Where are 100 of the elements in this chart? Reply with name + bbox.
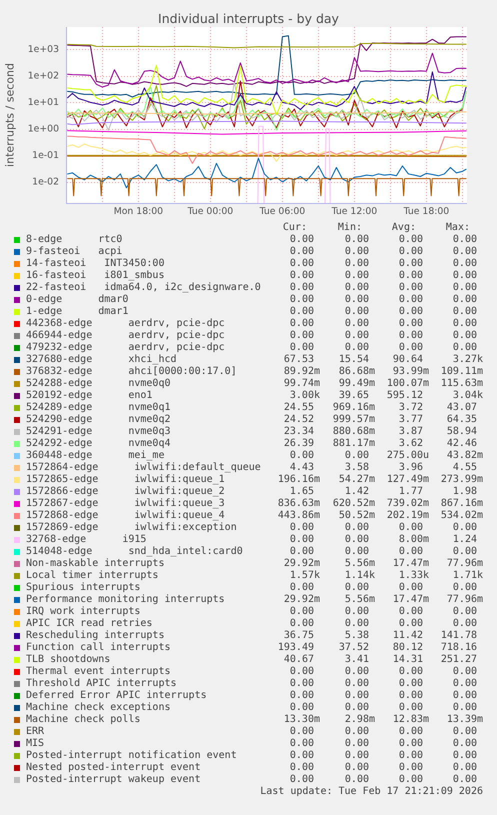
text: 0.00 bbox=[398, 666, 423, 678]
text: 24.55 bbox=[284, 402, 314, 414]
text: 5.56m bbox=[344, 558, 375, 570]
x-tick-label: Tue 06:00 bbox=[258, 206, 306, 217]
text: 89.92m bbox=[284, 366, 320, 378]
legend-label: 0-edge dmar0 bbox=[26, 294, 128, 306]
text: 1.98 bbox=[452, 486, 477, 498]
text: 1.33k bbox=[398, 570, 429, 582]
text: 836.63m bbox=[278, 498, 320, 510]
text: 0.00 bbox=[398, 258, 423, 270]
text: 0.00 bbox=[290, 450, 314, 462]
text: 3.00k bbox=[290, 390, 320, 402]
text: 0.00 bbox=[344, 702, 369, 714]
legend-label: 524288-edge nvme0q0 bbox=[26, 378, 170, 390]
legend-label: 1572864-edge iwlwifi:default_queue bbox=[26, 462, 261, 474]
text: 0.00 bbox=[344, 690, 369, 702]
text: 0.00 bbox=[398, 270, 423, 282]
text: 0.00 bbox=[398, 678, 423, 690]
text: 0.00 bbox=[344, 342, 369, 354]
text: 99.74m bbox=[284, 378, 320, 390]
text: 0.00 bbox=[290, 342, 314, 354]
text: 0.00 bbox=[344, 534, 369, 546]
text: Cur: bbox=[282, 222, 307, 234]
legend-label: 514048-edge snd_hda_intel:card0 bbox=[26, 546, 243, 558]
text: 620.52m bbox=[332, 498, 375, 510]
text: 8.00m bbox=[398, 534, 429, 546]
text: 1.77 bbox=[398, 486, 423, 498]
y-tick-label: 1e+03 bbox=[28, 44, 60, 55]
text: 1.65 bbox=[290, 486, 314, 498]
text: 0.00 bbox=[452, 318, 477, 330]
text: 100.07m bbox=[386, 378, 429, 390]
legend-label: 22-fasteoi idma64.0, i2c_designware.0 bbox=[26, 282, 261, 294]
legend-label: 1572865-edge iwlwifi:queue_1 bbox=[26, 474, 225, 486]
legend-label: 442368-edge aerdrv, pcie-dpc bbox=[26, 318, 225, 330]
text: 739.02m bbox=[386, 498, 429, 510]
text: 93.99m bbox=[392, 366, 429, 378]
text: 0.00 bbox=[398, 294, 423, 306]
legend-label: 466944-edge aerdrv, pcie-dpc bbox=[26, 330, 225, 342]
text: 2.98m bbox=[344, 714, 375, 726]
text: 0.00 bbox=[344, 618, 369, 630]
text: 0.00 bbox=[344, 318, 369, 330]
text: 0.00 bbox=[398, 234, 423, 246]
text: 0.00 bbox=[398, 762, 423, 774]
text: 3.77 bbox=[398, 414, 423, 426]
text: 0.00 bbox=[398, 690, 423, 702]
text: 26.39 bbox=[284, 438, 314, 450]
text: 1.57k bbox=[290, 570, 320, 582]
text: 0.00 bbox=[344, 282, 369, 294]
text: 1.14k bbox=[344, 570, 375, 582]
text: 0.00 bbox=[398, 606, 423, 618]
text: 3.72 bbox=[398, 402, 423, 414]
text: 0.00 bbox=[452, 330, 477, 342]
text: 718.16 bbox=[440, 642, 477, 654]
legend-label: Nested posted-interrupt event bbox=[26, 762, 201, 774]
text: 4.55 bbox=[452, 462, 477, 474]
text: 77.96m bbox=[446, 558, 483, 570]
text: 0.00 bbox=[290, 618, 314, 630]
text: 1.71k bbox=[452, 570, 483, 582]
text: 0.00 bbox=[398, 282, 423, 294]
text: 3.27k bbox=[452, 354, 483, 366]
text: 0.00 bbox=[290, 666, 314, 678]
legend-label: Machine check exceptions bbox=[26, 702, 170, 714]
text: 13.39m bbox=[446, 714, 483, 726]
text: 1.42 bbox=[344, 486, 369, 498]
text: 0.00 bbox=[398, 318, 423, 330]
text: 0.00 bbox=[344, 306, 369, 318]
text: 0.00 bbox=[452, 234, 477, 246]
text: 14.31 bbox=[392, 654, 423, 666]
text: 0.00 bbox=[290, 330, 314, 342]
text: 39.65 bbox=[338, 390, 369, 402]
legend-label: Function call interrupts bbox=[26, 642, 170, 654]
text: 0.00 bbox=[290, 294, 314, 306]
legend-label: Spurious interrupts bbox=[26, 582, 140, 594]
text: 196.16m bbox=[278, 474, 320, 486]
text: 881.17m bbox=[332, 438, 375, 450]
text: 3.87 bbox=[398, 426, 423, 438]
legend-label: 1572866-edge iwlwifi:queue_2 bbox=[26, 486, 225, 498]
text: 0.00 bbox=[452, 678, 477, 690]
text: 0.00 bbox=[290, 606, 314, 618]
text: 0.00 bbox=[344, 750, 369, 762]
text: 115.63m bbox=[440, 378, 483, 390]
text: 0.00 bbox=[452, 702, 477, 714]
text: 0.00 bbox=[452, 750, 477, 762]
legend-label: Performance monitoring interrupts bbox=[26, 594, 225, 606]
text: 193.49 bbox=[278, 642, 314, 654]
text: 0.00 bbox=[452, 762, 477, 774]
text: 0.00 bbox=[290, 702, 314, 714]
text: 0.00 bbox=[344, 582, 369, 594]
text: 0.00 bbox=[290, 318, 314, 330]
text: 0.00 bbox=[398, 522, 423, 534]
text: 275.00u bbox=[386, 450, 429, 462]
text: 0.00 bbox=[452, 618, 477, 630]
text: 37.52 bbox=[338, 642, 369, 654]
legend-label: Deferred Error APIC interrupts bbox=[26, 690, 207, 702]
text: 0.00 bbox=[290, 690, 314, 702]
text: 0.00 bbox=[398, 726, 423, 738]
legend-label: 524292-edge nvme0q4 bbox=[26, 438, 170, 450]
text: 42.46 bbox=[446, 438, 477, 450]
text: 4.43 bbox=[290, 462, 314, 474]
text: 0.00 bbox=[344, 246, 369, 258]
